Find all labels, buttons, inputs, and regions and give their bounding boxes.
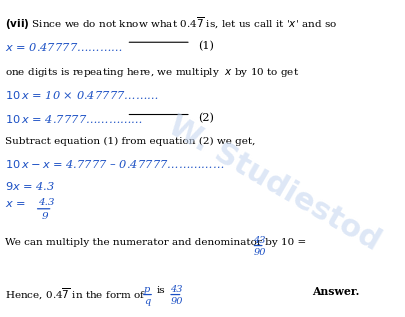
Text: 43: 43: [254, 236, 266, 245]
Text: 9: 9: [42, 212, 49, 221]
Text: 90: 90: [171, 297, 183, 307]
Text: q: q: [144, 297, 151, 307]
Text: Subtract equation (1) from equation (2) we get,: Subtract equation (1) from equation (2) …: [5, 137, 256, 146]
Text: $\bf{(vii)}$ Since we do not know what 0.4$\overline{7}$ is, let us call it '$x$: $\bf{(vii)}$ Since we do not know what 0…: [5, 16, 337, 32]
Text: one digits is repeating here, we multiply  $x$ by 10 to get: one digits is repeating here, we multipl…: [5, 66, 299, 79]
Text: 4.3: 4.3: [38, 198, 55, 207]
Text: We can multiply the numerator and denominator by 10 =: We can multiply the numerator and denomi…: [5, 238, 307, 247]
Text: (1): (1): [198, 41, 214, 51]
Text: $x$ =: $x$ =: [5, 199, 26, 209]
Text: $x$ = 0.47777…………: $x$ = 0.47777…………: [5, 41, 123, 53]
Text: $10\,x$ = 10 × 0.47777………: $10\,x$ = 10 × 0.47777………: [5, 89, 159, 101]
Text: Answer.: Answer.: [312, 286, 360, 297]
Text: $9x$ = 4.3: $9x$ = 4.3: [5, 180, 55, 192]
Text: (2): (2): [198, 113, 214, 123]
Text: p: p: [143, 285, 150, 294]
Text: 43: 43: [170, 285, 183, 294]
Text: $10\,x - x$ = 4.7777 – 0.47777……………: $10\,x - x$ = 4.7777 – 0.47777……………: [5, 158, 225, 171]
Text: W. Studiestod: W. Studiestod: [163, 111, 386, 256]
Text: is: is: [157, 286, 165, 295]
Text: Hence, 0.4$\overline{7}$ in the form of: Hence, 0.4$\overline{7}$ in the form of: [5, 286, 146, 301]
Text: $10\,x$ = 4.7777……………: $10\,x$ = 4.7777……………: [5, 113, 143, 125]
Text: 90: 90: [254, 248, 266, 257]
